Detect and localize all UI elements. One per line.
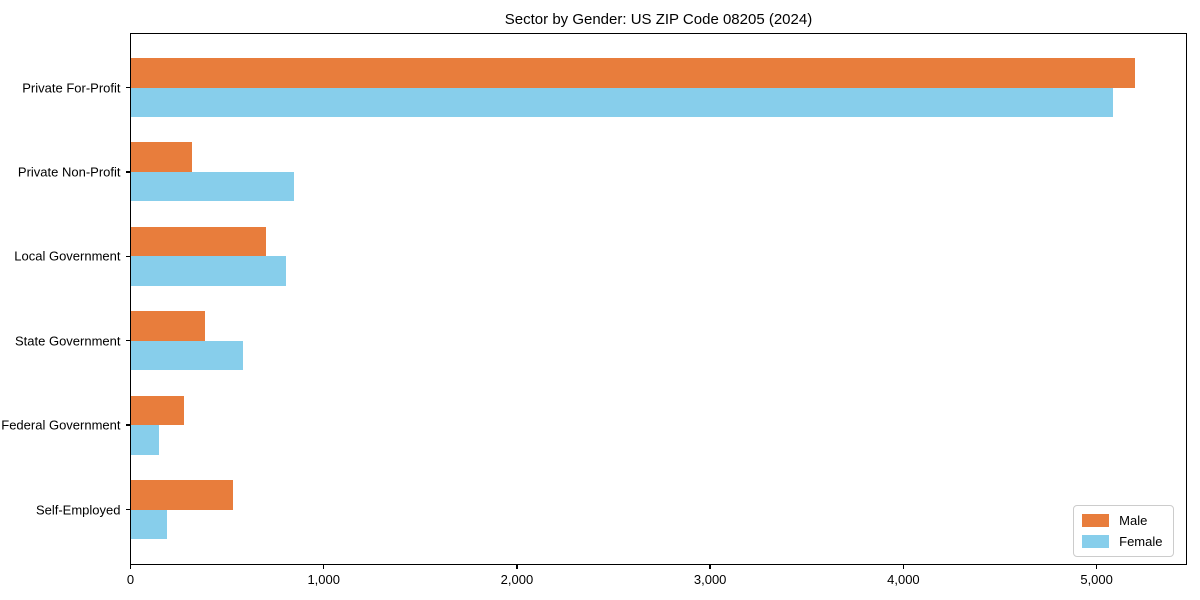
y-tick — [125, 171, 131, 173]
x-tick — [902, 563, 905, 569]
y-tick-label: Private Non-Profit — [17, 164, 121, 180]
y-tick-label: Self-Employed — [35, 502, 121, 517]
x-tick — [516, 563, 518, 569]
y-tick-label: Local Government — [14, 248, 121, 264]
bar-male-local-government — [130, 226, 266, 257]
x-tick — [129, 563, 132, 569]
x-tick — [1095, 563, 1098, 569]
legend-item-male: Male — [1082, 513, 1162, 528]
x-tick-label: 1,000 — [307, 571, 340, 587]
y-tick — [125, 508, 131, 511]
y-tick — [125, 424, 131, 426]
legend-label-female: Female — [1119, 533, 1163, 549]
bar-male-self-employed — [130, 480, 233, 510]
chart-title: Sector by Gender: US ZIP Code 08205 (202… — [504, 11, 813, 28]
legend-item-female: Female — [1082, 533, 1163, 549]
x-tick-label: 3,000 — [693, 571, 727, 587]
bar-male-state-government — [130, 311, 205, 341]
bar-female-self-employed — [130, 509, 168, 539]
legend-label-male: Male — [1119, 512, 1148, 528]
y-tick-label: State Government — [15, 333, 121, 349]
x-tick — [322, 563, 325, 569]
bar-female-federal-government — [130, 425, 160, 455]
bar-male-private-non-profit — [130, 142, 193, 172]
x-tick — [709, 563, 711, 569]
y-tick-label: Federal Government — [1, 417, 121, 433]
bar-female-local-government — [130, 256, 287, 286]
y-tick — [125, 86, 131, 89]
legend-swatch-female-icon — [1082, 534, 1110, 548]
x-tick-label: 0 — [126, 571, 135, 587]
bar-female-state-government — [130, 340, 243, 371]
x-tick-label: 2,000 — [500, 571, 534, 587]
bar-female-private-non-profit — [130, 171, 294, 202]
x-tick-label: 4,000 — [887, 571, 920, 587]
y-tick-label: Private For-Profit — [22, 80, 121, 95]
bar-male-private-for-profit — [130, 58, 1136, 88]
x-tick-label: 5,000 — [1080, 571, 1113, 587]
bar-female-private-for-profit — [130, 87, 1114, 117]
y-tick — [125, 255, 131, 258]
legend-swatch-male-icon — [1082, 513, 1110, 527]
legend: Male Female — [1073, 504, 1174, 557]
plot-area: Private For-Profit Private Non-Profit Loca… — [1, 32, 1187, 587]
bar-male-federal-government — [130, 395, 184, 426]
y-tick — [125, 339, 131, 342]
